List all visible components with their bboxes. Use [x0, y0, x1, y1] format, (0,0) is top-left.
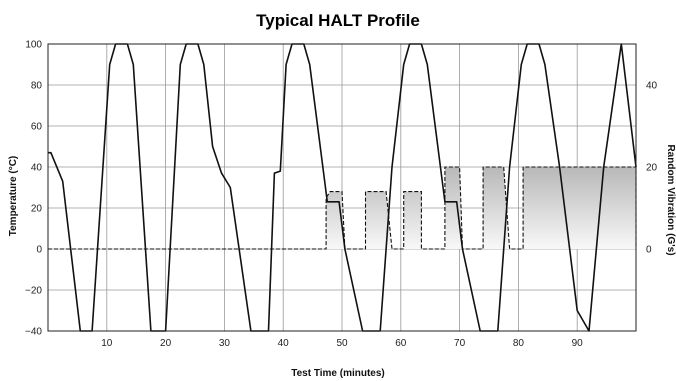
- vibration-area: [48, 167, 636, 249]
- x-tick-label: 10: [101, 338, 113, 349]
- x-tick-label: 60: [395, 338, 407, 349]
- y-tick-label: 80: [31, 81, 43, 92]
- y2-axis-title: Random Vibration (G's): [665, 144, 676, 255]
- x-tick-label: 80: [513, 338, 525, 349]
- y-tick-label: 100: [25, 40, 42, 51]
- y2-axis-ticks: 40 20 0: [646, 81, 658, 256]
- y2-tick-label: 20: [646, 163, 658, 174]
- y-tick-label: 40: [31, 163, 43, 174]
- y2-tick-label: 0: [646, 245, 652, 256]
- y-axis-ticks: 100 80 60 40 20 0 −20 −40: [25, 40, 42, 338]
- x-tick-label: 90: [572, 338, 584, 349]
- x-tick-label: 30: [219, 338, 231, 349]
- x-tick-label: 40: [278, 338, 290, 349]
- y2-tick-label: 40: [646, 81, 658, 92]
- y-tick-label: 60: [31, 122, 43, 133]
- vibration-series-line: [48, 166, 637, 250]
- x-tick-label: 20: [160, 338, 172, 349]
- y-axis-title: Temperature (°C): [8, 156, 19, 237]
- temperature-series-line: [48, 43, 637, 332]
- x-axis-title: Test Time (minutes): [291, 368, 385, 379]
- series-layer: [48, 43, 637, 332]
- y-tick-label: 0: [36, 245, 42, 256]
- x-tick-label: 70: [454, 338, 466, 349]
- y-tick-label: 20: [31, 204, 43, 215]
- x-axis-ticks: 10 20 30 40 50 60 70 80 90: [101, 338, 583, 349]
- vibration-fill: [48, 167, 636, 249]
- y-tick-label: −40: [25, 327, 42, 338]
- chart-title: Typical HALT Profile: [256, 11, 420, 30]
- x-tick-label: 50: [336, 338, 348, 349]
- plot-frame: [47, 43, 637, 332]
- y-tick-label: −20: [25, 286, 42, 297]
